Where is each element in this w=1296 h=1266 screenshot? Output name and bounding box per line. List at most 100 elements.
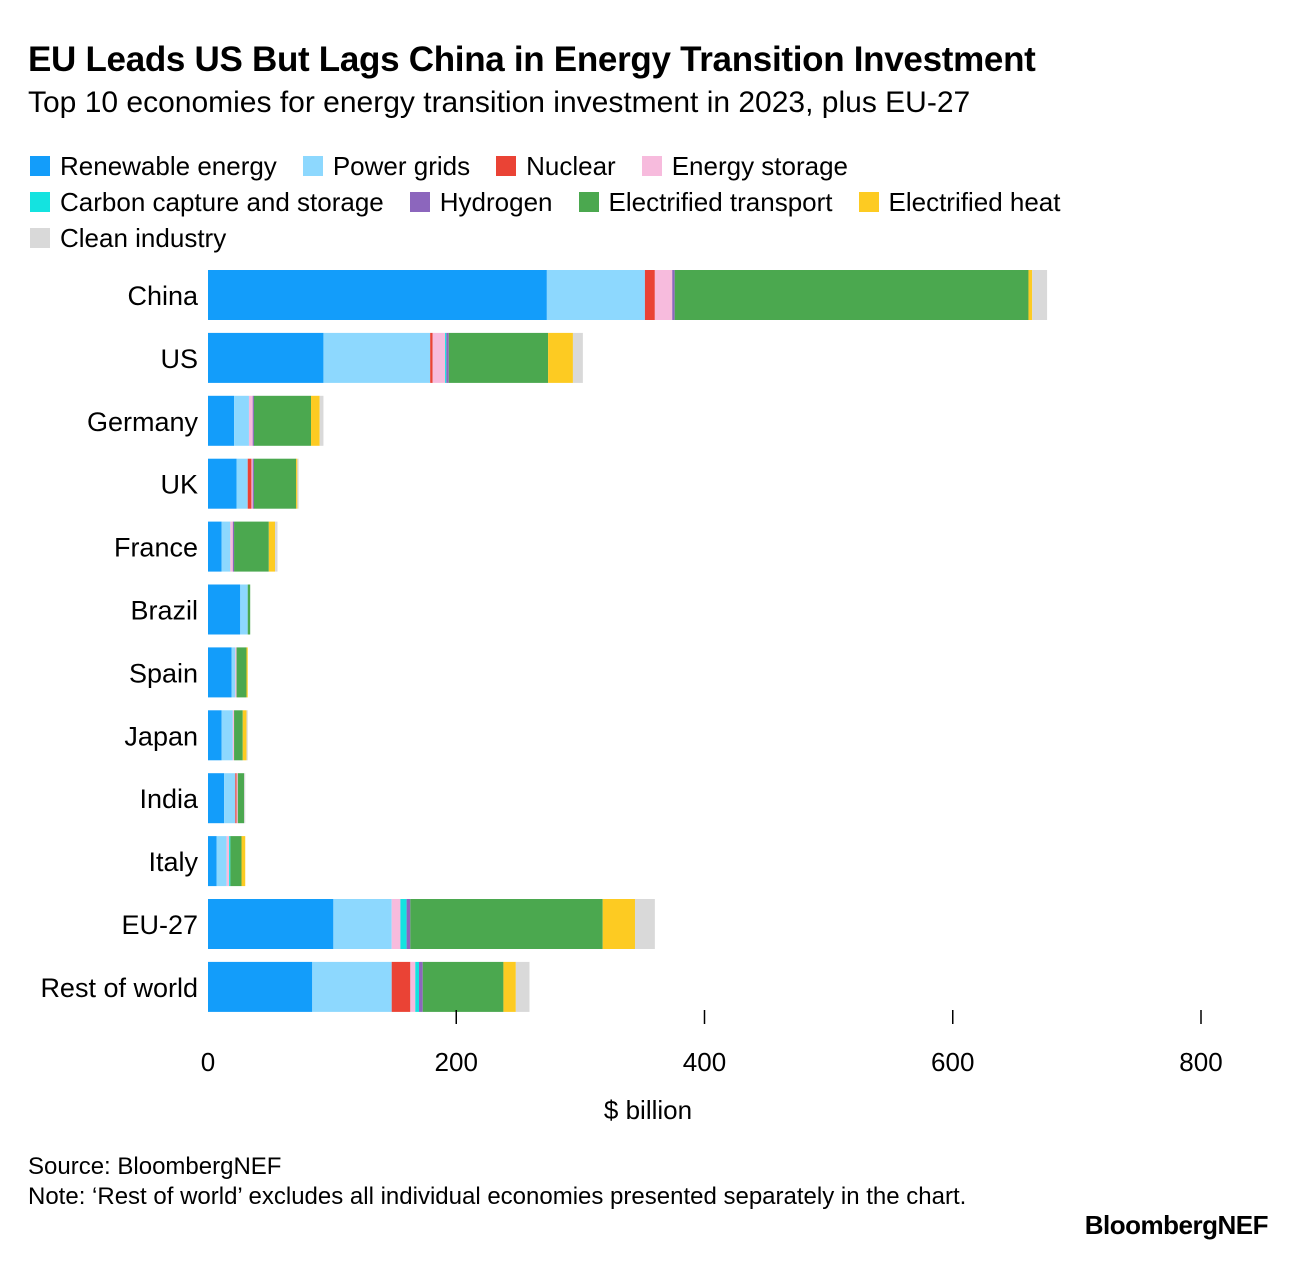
legend-swatch xyxy=(496,156,517,176)
category-label-france: France xyxy=(114,533,198,563)
bar-segment-us-hydrogen xyxy=(446,332,449,383)
bar-segment-spain-renewable-energy xyxy=(208,647,232,698)
bar-segment-germany-renewable-energy xyxy=(208,395,235,446)
bar-segment-spain-electrified-heat xyxy=(246,647,248,698)
brand-logo: BloombergNEF xyxy=(1084,1210,1269,1240)
legend-item-hydrogen: Hydrogen xyxy=(409,187,553,218)
bar-segment-japan-electrified-heat xyxy=(242,710,247,761)
bar-segment-rest-of-world-clean-industry xyxy=(515,961,530,1012)
legend-item-nuclear: Nuclear xyxy=(496,151,616,182)
category-label-uk: UK xyxy=(160,470,198,500)
bar-segment-us-clean-industry xyxy=(572,332,583,383)
bar-segment-germany-electrified-transport xyxy=(253,395,312,446)
bar-segment-germany-hydrogen xyxy=(252,395,254,446)
bar-segment-uk-electrified-heat xyxy=(296,458,298,509)
legend-swatch xyxy=(641,156,662,176)
bar-segment-france-clean-industry xyxy=(275,521,278,572)
bar-segment-us-energy-storage xyxy=(432,332,446,383)
bar-segment-eu-27-energy-storage xyxy=(391,899,401,949)
bar-segment-uk-electrified-transport xyxy=(253,458,297,509)
bar-segment-uk-nuclear xyxy=(247,458,252,509)
category-label-rest-of-world: Rest of world xyxy=(40,973,198,1003)
legend-item-electrified-heat: Electrified heat xyxy=(858,186,1061,218)
x-tick-label: 600 xyxy=(931,1047,974,1077)
legend-swatch xyxy=(578,192,599,212)
legend-swatch xyxy=(302,156,323,176)
bar-segment-us-electrified-transport xyxy=(448,332,549,383)
bar-segment-uk-clean-industry xyxy=(297,458,299,509)
bar-segment-china-electrified-heat xyxy=(1028,270,1033,320)
category-label-eu-27: EU-27 xyxy=(121,910,198,940)
x-tick-label: 400 xyxy=(683,1047,726,1077)
bar-segment-india-clean-industry xyxy=(243,773,246,824)
bar-segment-eu-27-carbon-capture-and-storage xyxy=(400,899,407,949)
x-axis-label: $ billion xyxy=(604,1095,692,1125)
x-tick-label: 200 xyxy=(435,1047,478,1077)
bar-segment-japan-clean-industry xyxy=(246,710,248,761)
bar-segment-rest-of-world-renewable-energy xyxy=(208,961,313,1012)
bar-segment-rest-of-world-electrified-transport xyxy=(422,961,504,1012)
bar-segment-japan-electrified-transport xyxy=(234,710,243,761)
footnote: Note: ‘Rest of world’ excludes all indiv… xyxy=(28,1183,967,1210)
bar-segment-japan-power-grids xyxy=(221,710,233,761)
source-note: Source: BloombergNEF xyxy=(28,1153,282,1180)
bar-segment-china-electrified-transport xyxy=(674,270,1029,320)
bar-segment-rest-of-world-hydrogen xyxy=(419,961,423,1012)
legend-item-renewable-energy: Renewable energy xyxy=(30,151,277,182)
x-tick-label: 800 xyxy=(1179,1047,1222,1077)
bar-segment-france-electrified-transport xyxy=(234,521,269,572)
bar-segment-uk-energy-storage xyxy=(251,458,253,509)
bar-segment-italy-electrified-heat xyxy=(241,836,246,887)
y-axis-labels: China US Germany UK France Brazil Spain Japan In… xyxy=(40,281,199,1003)
category-label-brazil: Brazil xyxy=(130,596,198,626)
legend-item-energy-storage: Energy storage xyxy=(641,150,849,182)
chart-legend: Renewable energy Power grids Nuclear Ene… xyxy=(30,148,1230,256)
bar-segment-eu-27-hydrogen xyxy=(406,899,411,949)
bar-segment-france-hydrogen xyxy=(232,521,235,572)
x-tick-label: 0 xyxy=(201,1047,215,1077)
bar-group xyxy=(208,270,1048,1012)
category-label-india: India xyxy=(139,784,199,814)
bar-segment-uk-hydrogen xyxy=(252,458,254,509)
legend-label: Electrified heat xyxy=(888,186,1061,217)
bar-segment-china-energy-storage xyxy=(654,270,673,320)
legend-swatch xyxy=(409,192,430,212)
bar-segment-india-electrified-transport xyxy=(237,773,244,824)
bar-segment-uk-power-grids xyxy=(236,458,248,509)
bar-segment-spain-power-grids xyxy=(231,647,236,698)
bar-segment-brazil-electrified-transport xyxy=(247,584,251,635)
chart-subtitle: Top 10 economies for energy transition i… xyxy=(28,86,971,119)
bar-segment-india-power-grids xyxy=(224,773,236,824)
bar-segment-rest-of-world-electrified-heat xyxy=(503,961,516,1012)
bar-segment-france-electrified-heat xyxy=(268,521,276,572)
legend-label: Energy storage xyxy=(671,150,849,181)
chart-footer: Source: BloombergNEF Note: ‘Rest of worl… xyxy=(28,1152,1038,1212)
bar-segment-germany-power-grids xyxy=(234,395,249,446)
bar-segment-us-power-grids xyxy=(323,332,431,383)
bar-segment-italy-carbon-capture-and-storage xyxy=(229,836,231,887)
bar-segment-italy-renewable-energy xyxy=(208,836,217,887)
legend-item-electrified-transport: Electrified transport xyxy=(578,187,833,218)
legend-label: Renewable energy xyxy=(60,150,277,181)
bar-segment-spain-electrified-transport xyxy=(236,647,247,698)
bar-segment-japan-energy-storage xyxy=(232,710,235,761)
bar-segment-china-hydrogen xyxy=(672,270,675,320)
bar-segment-germany-energy-storage xyxy=(248,395,253,446)
bar-segment-china-renewable-energy xyxy=(208,270,547,320)
bar-segment-italy-energy-storage xyxy=(226,836,230,887)
bar-segment-eu-27-renewable-energy xyxy=(208,899,334,949)
bar-segment-us-carbon-capture-and-storage xyxy=(445,332,447,383)
bar-segment-rest-of-world-energy-storage xyxy=(410,961,416,1012)
bar-segment-eu-27-clean-industry xyxy=(634,899,655,949)
legend-label: Power grids xyxy=(332,150,471,181)
legend-swatch xyxy=(30,228,50,248)
category-label-italy: Italy xyxy=(148,847,198,877)
bar-segment-china-power-grids xyxy=(546,270,645,320)
bar-segment-france-power-grids xyxy=(221,521,231,572)
bar-segment-italy-electrified-transport xyxy=(230,836,242,887)
category-label-china: China xyxy=(127,281,199,311)
bar-segment-rest-of-world-carbon-capture-and-storage xyxy=(415,961,420,1012)
bar-segment-france-energy-storage xyxy=(230,521,233,572)
bar-segment-eu-27-electrified-transport xyxy=(410,899,603,949)
category-label-us: US xyxy=(160,344,198,374)
